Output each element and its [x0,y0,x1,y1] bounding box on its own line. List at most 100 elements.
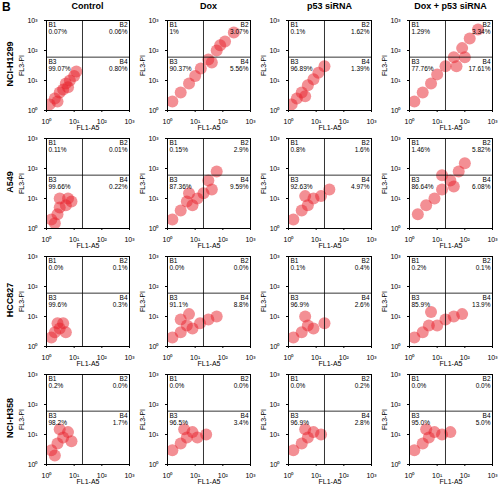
svg-text:10³: 10³ [487,118,498,125]
svg-text:B396.9%: B396.9% [291,412,310,426]
svg-text:10²: 10² [269,47,280,54]
svg-text:10⁰: 10⁰ [391,461,402,468]
svg-text:10³: 10³ [148,135,159,142]
svg-text:10⁰: 10⁰ [270,107,281,114]
svg-text:10³: 10³ [269,371,280,378]
svg-text:B396.89%: B396.89% [291,58,313,72]
svg-text:10³: 10³ [487,472,498,479]
svg-text:10⁰: 10⁰ [163,354,174,361]
svg-text:10²: 10² [148,283,159,290]
svg-text:B398.2%: B398.2% [49,412,68,426]
svg-text:FL1-A5: FL1-A5 [319,478,342,485]
svg-text:B399.6%: B399.6% [49,294,68,308]
svg-text:FL3-PI: FL3-PI [260,409,267,430]
svg-text:FL3-PI: FL3-PI [18,291,25,312]
svg-text:10⁰: 10⁰ [405,354,416,361]
svg-text:B20.06%: B20.06% [109,21,128,35]
svg-text:10³: 10³ [366,118,377,125]
svg-text:10²: 10² [269,165,280,172]
svg-text:B40.22%: B40.22% [109,176,128,190]
svg-text:10¹: 10¹ [27,313,38,320]
svg-text:FL1-A5: FL1-A5 [198,124,221,131]
svg-text:10⁰: 10⁰ [405,472,416,479]
svg-text:B10.0%: B10.0% [170,257,185,271]
svg-text:B10.1%: B10.1% [291,257,306,271]
svg-text:B23.07%: B23.07% [230,21,249,35]
svg-text:B22.9%: B22.9% [234,139,249,153]
svg-text:FL1-A5: FL1-A5 [319,360,342,367]
svg-text:FL1-A5: FL1-A5 [77,242,100,249]
svg-text:B40.80%: B40.80% [109,58,128,72]
svg-text:10¹: 10¹ [269,313,280,320]
svg-text:B385.9%: B385.9% [412,294,431,308]
svg-text:10⁰: 10⁰ [28,107,39,114]
svg-text:FL3-PI: FL3-PI [139,55,146,76]
svg-text:10⁰: 10⁰ [270,461,281,468]
svg-text:B417.61%: B417.61% [468,58,490,72]
svg-text:10⁰: 10⁰ [405,118,416,125]
svg-text:B20.2%: B20.2% [355,375,370,389]
svg-text:10⁰: 10⁰ [270,343,281,350]
svg-text:10³: 10³ [27,371,38,378]
svg-text:10¹: 10¹ [390,313,401,320]
svg-text:10³: 10³ [390,17,401,24]
svg-text:FL3-PI: FL3-PI [260,291,267,312]
svg-text:B20.0%: B20.0% [234,257,249,271]
svg-text:10³: 10³ [27,17,38,24]
svg-text:10⁰: 10⁰ [163,472,174,479]
svg-text:10¹: 10¹ [148,431,159,438]
svg-text:10³: 10³ [390,371,401,378]
svg-text:B10.0%: B10.0% [291,375,306,389]
svg-text:B392.63%: B392.63% [291,176,313,190]
svg-text:10³: 10³ [366,236,377,243]
svg-text:FL1-A5: FL1-A5 [440,242,463,249]
svg-text:10³: 10³ [27,135,38,142]
svg-text:10³: 10³ [245,118,256,125]
svg-text:10²: 10² [390,401,401,408]
svg-text:B10.1%: B10.1% [291,21,306,35]
svg-text:10²: 10² [390,165,401,172]
svg-text:10³: 10³ [366,354,377,361]
svg-text:10²: 10² [269,401,280,408]
svg-text:FL1-A5: FL1-A5 [198,360,221,367]
svg-text:B387.36%: B387.36% [170,176,192,190]
svg-text:FL3-PI: FL3-PI [18,409,25,430]
svg-text:10³: 10³ [390,135,401,142]
svg-text:B42.8%: B42.8% [355,412,370,426]
svg-text:10⁰: 10⁰ [163,118,174,125]
svg-text:10²: 10² [148,47,159,54]
svg-text:10³: 10³ [487,236,498,243]
svg-text:FL3-PI: FL3-PI [381,55,388,76]
svg-text:10¹: 10¹ [148,77,159,84]
svg-text:FL1-A5: FL1-A5 [319,124,342,131]
svg-text:10³: 10³ [124,472,135,479]
svg-text:10²: 10² [390,47,401,54]
svg-text:10³: 10³ [245,472,256,479]
svg-text:B20.0%: B20.0% [234,375,249,389]
svg-text:B43.4%: B43.4% [234,412,249,426]
svg-text:B399.66%: B399.66% [49,176,71,190]
svg-text:10²: 10² [148,401,159,408]
svg-text:B25.82%: B25.82% [472,139,491,153]
svg-text:B399.07%: B399.07% [49,58,71,72]
svg-text:B413.9%: B413.9% [472,294,491,308]
svg-text:FL3-PI: FL3-PI [18,173,25,194]
svg-text:FL1-A5: FL1-A5 [77,360,100,367]
svg-text:B41.7%: B41.7% [113,412,128,426]
svg-text:B20.0%: B20.0% [476,375,491,389]
svg-text:10¹: 10¹ [269,195,280,202]
svg-text:B11.29%: B11.29% [412,21,431,35]
svg-text:B20.4%: B20.4% [355,257,370,271]
svg-text:B48.8%: B48.8% [234,294,249,308]
svg-text:10³: 10³ [148,17,159,24]
svg-text:FL3-PI: FL3-PI [18,55,25,76]
svg-text:FL1-A5: FL1-A5 [440,124,463,131]
svg-text:10¹: 10¹ [148,313,159,320]
svg-text:B41.39%: B41.39% [351,58,370,72]
svg-text:10¹: 10¹ [27,431,38,438]
svg-text:10³: 10³ [245,354,256,361]
svg-text:FL3-PI: FL3-PI [381,173,388,194]
svg-text:10³: 10³ [269,135,280,142]
svg-text:10³: 10³ [269,17,280,24]
svg-text:10²: 10² [148,165,159,172]
